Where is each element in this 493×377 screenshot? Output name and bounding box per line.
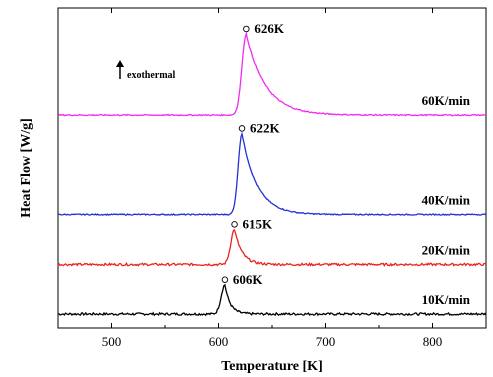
peak-label: 622K — [250, 120, 280, 135]
peak-marker — [231, 221, 238, 228]
x-tick-label: 700 — [316, 334, 336, 349]
peak-marker — [238, 125, 246, 132]
peak-marker — [243, 25, 250, 33]
x-axis-title: Temperature [K] — [221, 359, 322, 374]
series-lines — [57, 31, 487, 317]
plot-frame — [57, 7, 487, 329]
series-name-label: 60K/min — [422, 93, 471, 108]
series-labels: 606K 10K/min 615K 20K/min 622K 40K/min 626K 60K… — [233, 21, 471, 307]
peak-label: 615K — [243, 216, 273, 231]
series-name-label: 10K/min — [422, 292, 471, 307]
x-tick-label: 500 — [102, 334, 122, 349]
peak-label: 606K — [233, 272, 263, 287]
series-name-label: 40K/min — [422, 193, 471, 208]
peak-marker — [221, 276, 229, 284]
y-axis-title: Heat Flow [W/g] — [19, 118, 34, 218]
x-tick-label: 600 — [209, 334, 229, 349]
x-tick-label: 800 — [423, 334, 443, 349]
series-name-label: 20K/min — [422, 242, 471, 257]
series-line — [57, 283, 487, 317]
peak-markers — [221, 25, 250, 284]
series-line — [57, 131, 487, 216]
exothermal-annotation: exothermal — [116, 60, 176, 81]
annotation-text: exothermal — [127, 70, 176, 81]
series-line — [57, 31, 487, 117]
series-line — [57, 229, 487, 267]
arrowhead-icon — [116, 60, 124, 67]
peak-label: 626K — [254, 21, 285, 36]
x-axis: 500 600 700 800 — [57, 8, 487, 349]
